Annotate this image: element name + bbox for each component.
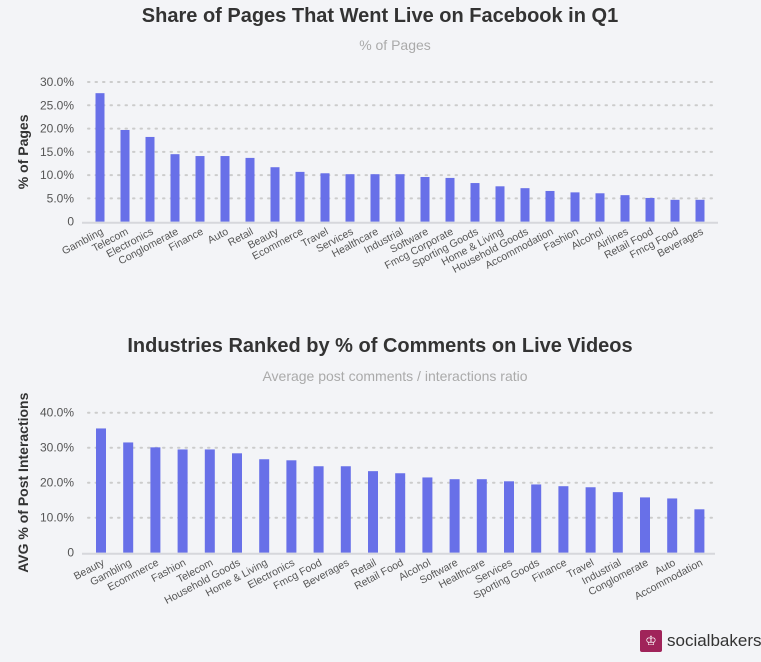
bar [95,93,105,222]
bar [620,195,630,222]
bar [645,197,655,222]
y-tick-label: 5.0% [47,191,75,205]
bar [585,487,596,553]
bar [422,477,433,553]
bar [504,481,514,553]
bar [420,176,430,222]
bar [270,167,280,222]
bar [150,447,161,553]
y-tick-label: 10.0% [40,168,74,182]
bar [476,479,487,553]
y-tick-label: 20.0% [40,122,74,136]
bar [395,473,406,553]
bar [295,171,305,222]
bar [345,174,355,222]
bar [195,156,205,222]
bar [286,460,297,553]
bar [445,177,455,222]
bar [96,428,106,553]
chef-hat-icon: ♔ [640,630,662,652]
bar [395,174,405,222]
bar [170,154,180,222]
bar [545,190,555,222]
bar [368,471,378,553]
bar [570,192,580,222]
chart-title: Industries Ranked by % of Comments on Li… [127,335,632,357]
chart-title: Share of Pages That Went Live on Faceboo… [142,5,618,27]
y-tick-label: 25.0% [40,98,74,112]
bar [145,136,155,222]
y-tick-label: 30.0% [40,75,74,89]
y-axis-label: AVG % of Post Interactions [15,392,31,572]
bar [232,453,242,553]
bar [667,498,678,553]
bar [245,157,255,222]
y-tick-label: 40.0% [40,406,74,420]
y-tick-label: 0 [67,215,74,229]
chart-subtitle: % of Pages [359,37,431,53]
y-axis-label: % of Pages [15,114,31,189]
y-tick-label: 30.0% [40,441,74,455]
bar [204,449,215,553]
y-tick-label: 10.0% [40,511,74,525]
bar [612,492,623,553]
bar [640,497,650,553]
bar [320,173,330,222]
bar [470,183,480,222]
logo-text: socialbakers [667,631,761,650]
bar [595,193,605,222]
bar [495,186,505,222]
y-tick-label: 15.0% [40,145,74,159]
bar [177,449,188,553]
bar [123,442,134,553]
bar [531,484,542,553]
bar [313,466,324,553]
bar [259,459,270,553]
socialbakers-logo: ♔ socialbakers [640,630,761,652]
x-tick-label: Auto [206,226,231,247]
bar [520,188,530,222]
bar [340,466,351,553]
bar [220,156,230,222]
bar [558,486,569,553]
y-tick-label: 0 [67,546,74,560]
bar [370,174,380,222]
bar [670,199,680,222]
bar [120,129,130,222]
chart-subtitle: Average post comments / interactions rat… [262,368,527,384]
y-tick-label: 20.0% [40,476,74,490]
bar [694,509,705,553]
bar [449,479,460,553]
bar [695,199,705,222]
